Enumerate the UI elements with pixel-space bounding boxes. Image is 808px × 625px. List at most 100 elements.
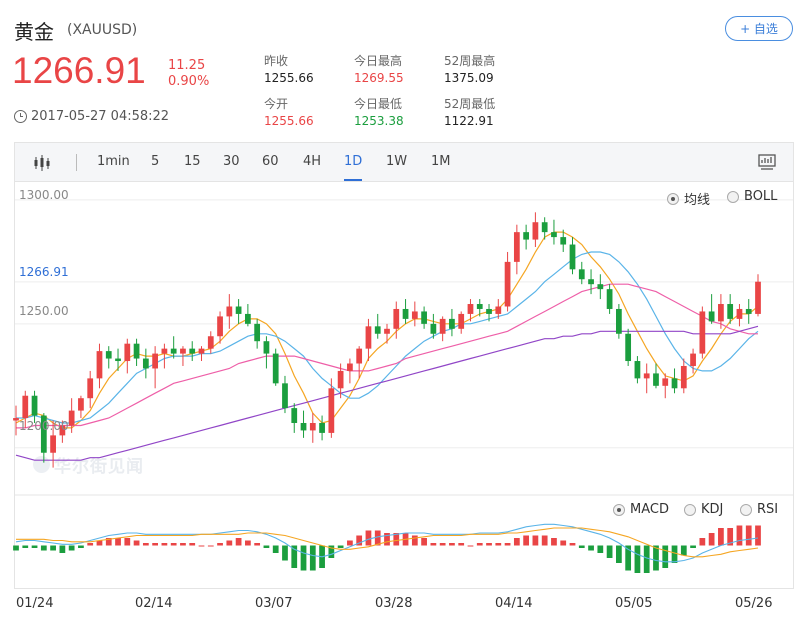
x-tick-label: 03/07 <box>255 596 293 611</box>
indicator-kdj-radio[interactable]: KDJ <box>684 502 723 517</box>
candle-body <box>606 289 613 309</box>
candle-body <box>309 422 316 431</box>
stat-prev-close: 昨收 1255.66 <box>264 53 314 87</box>
candle-body <box>133 343 140 359</box>
period-30[interactable]: 30 <box>223 154 240 169</box>
candle-body <box>319 422 325 433</box>
stat-label: 52周最高 <box>444 54 496 68</box>
macd-bar <box>551 538 557 546</box>
indicator-macd-radio[interactable]: MACD <box>613 502 669 517</box>
macd-bar <box>328 545 335 558</box>
macd-dea-line <box>16 527 759 558</box>
candle-body <box>207 336 214 349</box>
stat-day-low: 今日最低 1253.38 <box>354 96 404 130</box>
candle-body <box>421 311 427 324</box>
candle-body <box>161 348 168 354</box>
macd-bar <box>347 540 353 546</box>
y-tick-label: 1200.00 <box>19 419 69 433</box>
radio-dot-icon <box>613 503 625 516</box>
macd-bar <box>625 545 632 571</box>
candle-body <box>671 378 678 389</box>
candle-body <box>22 395 29 419</box>
monitor-icon[interactable] <box>758 143 776 181</box>
stat-value: 1269.55 <box>354 71 404 85</box>
macd-bar <box>495 543 502 546</box>
macd-bar <box>504 543 511 546</box>
candle-body <box>745 308 752 314</box>
macd-bar <box>680 545 687 556</box>
candle-body <box>13 418 19 421</box>
macd-bar <box>263 545 270 548</box>
x-tick-label: 04/14 <box>495 596 533 611</box>
candle-body <box>217 316 223 337</box>
period-1w[interactable]: 1W <box>386 154 408 169</box>
candle-body <box>588 279 594 285</box>
macd-bar <box>597 545 604 553</box>
y-tick-label: 1250.00 <box>19 304 69 318</box>
stat-52w-high: 52周最高 1375.09 <box>444 53 495 87</box>
macd-bar <box>690 545 696 548</box>
indicator-ma-radio[interactable]: 均线 <box>667 189 710 208</box>
macd-bar <box>523 535 530 546</box>
candle-body <box>180 348 186 354</box>
add-watchlist-button[interactable]: + 自选 <box>725 16 793 41</box>
candle-body <box>699 311 706 354</box>
macd-bar <box>467 545 474 547</box>
macd-bar <box>124 538 131 546</box>
candle-body <box>152 353 159 369</box>
macd-bar <box>699 538 706 546</box>
candle-body <box>291 408 298 423</box>
radio-dot-icon <box>727 190 739 203</box>
candle-body <box>727 304 734 319</box>
period-4h[interactable]: 4H <box>303 154 322 169</box>
candlestick-icon[interactable] <box>33 144 51 182</box>
macd-bar <box>615 545 622 563</box>
stat-day-high: 今日最高 1269.55 <box>354 53 404 87</box>
indicator-boll-radio[interactable]: BOLL <box>727 189 777 204</box>
macd-bar <box>142 543 149 546</box>
price-change: 11.25 0.90% <box>168 58 209 90</box>
candle-body <box>467 304 474 314</box>
period-60[interactable]: 60 <box>262 154 279 169</box>
candle-body <box>50 435 56 453</box>
period-1d[interactable]: 1D <box>344 143 363 181</box>
indicator-rsi-radio[interactable]: RSI <box>740 502 778 517</box>
macd-bar <box>736 525 743 546</box>
macd-bar <box>272 545 279 553</box>
macd-bar <box>411 535 418 546</box>
x-tick-label: 05/05 <box>615 596 653 611</box>
candle-body <box>430 323 437 334</box>
chart-toolbar: 1min 5 15 30 60 4H 1D 1W 1M <box>14 142 794 182</box>
macd-bar <box>458 543 465 546</box>
period-1m[interactable]: 1M <box>431 154 451 169</box>
candle-body <box>170 348 177 354</box>
x-tick-label: 03/28 <box>375 596 413 611</box>
candle-body <box>393 308 400 329</box>
macd-bar <box>569 543 576 546</box>
macd-bar <box>78 545 84 548</box>
macd-bar <box>217 543 223 546</box>
x-tick-label: 01/24 <box>16 596 54 611</box>
candle-body <box>198 348 205 354</box>
candle-body <box>736 308 743 319</box>
chart-area[interactable] <box>14 181 794 589</box>
stat-label: 今日最高 <box>354 54 403 68</box>
change-value: 11.25 <box>168 58 206 73</box>
candle-body <box>263 341 270 354</box>
candle-body <box>662 378 669 386</box>
macd-bar <box>207 545 214 547</box>
macd-bar <box>133 540 140 546</box>
candle-body <box>708 311 715 322</box>
period-15[interactable]: 15 <box>184 154 201 169</box>
radio-dot-icon <box>667 192 679 205</box>
macd-bar <box>727 528 734 546</box>
candle-body <box>523 232 530 240</box>
clock-icon <box>14 110 27 123</box>
macd-bar <box>105 538 112 546</box>
period-5[interactable]: 5 <box>151 154 160 169</box>
period-1min[interactable]: 1min <box>97 154 130 169</box>
timestamp: 2017-05-27 04:58:22 <box>31 109 170 124</box>
candle-body <box>690 353 696 366</box>
macd-bar <box>244 540 251 546</box>
